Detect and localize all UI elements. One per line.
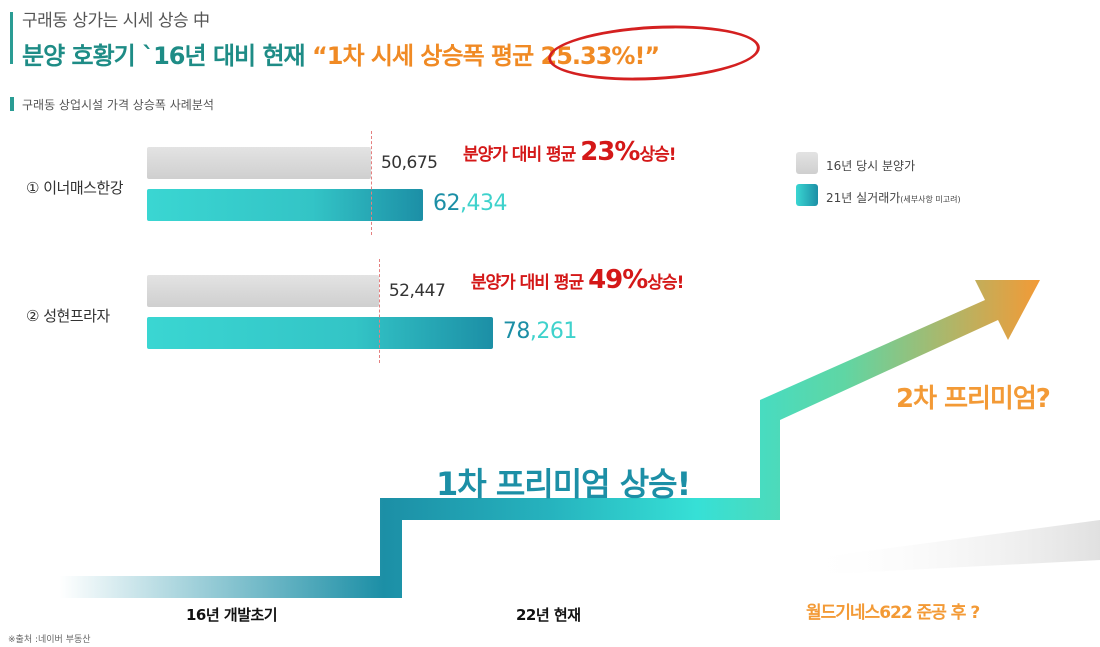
reference-line <box>370 131 372 235</box>
reference-line <box>378 259 380 363</box>
value-label-2021: 62,434 <box>432 191 507 216</box>
category-label: ② 성현프라자 <box>26 307 110 325</box>
headline-highlight: “1차 시세 상승폭 평균 25.33%!” <box>311 42 660 70</box>
increase-annotation: 분양가 대비 평균 49%상승! <box>470 265 685 295</box>
value-label-2016: 52,447 <box>388 281 446 301</box>
value-label-2016: 50,675 <box>380 153 438 173</box>
stage2-label: 22년 현재 <box>516 606 581 624</box>
section-title: 구래동 상업시설 가격 상승폭 사례분석 <box>22 98 214 112</box>
bar-2016 <box>147 147 371 179</box>
increase-annotation: 분양가 대비 평균 23%상승! <box>462 137 677 167</box>
subtitle: 구래동 상가는 시세 상승 中 <box>22 11 210 31</box>
step-shadow <box>800 520 1100 575</box>
bar-2016 <box>147 275 379 307</box>
legend-label-2016: 16년 당시 분양가 <box>826 159 916 173</box>
headline-main: 분양 호황기 `16년 대비 현재 <box>22 42 312 70</box>
premium2-label: 2차 프리미엄? <box>896 384 1051 414</box>
section-accent-bar <box>10 97 14 111</box>
bar-2021 <box>147 189 423 221</box>
headline: 분양 호황기 `16년 대비 현재 “1차 시세 상승폭 평균 25.33%!” <box>22 36 660 71</box>
stage1-label: 16년 개발초기 <box>186 606 278 624</box>
source-note: ※출처 :네이버 부동산 <box>8 635 91 645</box>
legend-swatch-2016 <box>796 152 818 174</box>
value-label-2021: 78,261 <box>502 319 577 344</box>
premium1-label: 1차 프리미엄 상승! <box>436 465 691 503</box>
title-accent-bar <box>10 12 13 64</box>
legend-swatch-2021 <box>796 184 818 206</box>
legend-label-2021: 21년 실거래가(세부사항 미고려) <box>826 191 961 205</box>
stage3-label: 월드기네스622 준공 후 ? <box>806 603 980 623</box>
bar-2021 <box>147 317 493 349</box>
category-label: ① 이너매스한강 <box>26 179 124 197</box>
